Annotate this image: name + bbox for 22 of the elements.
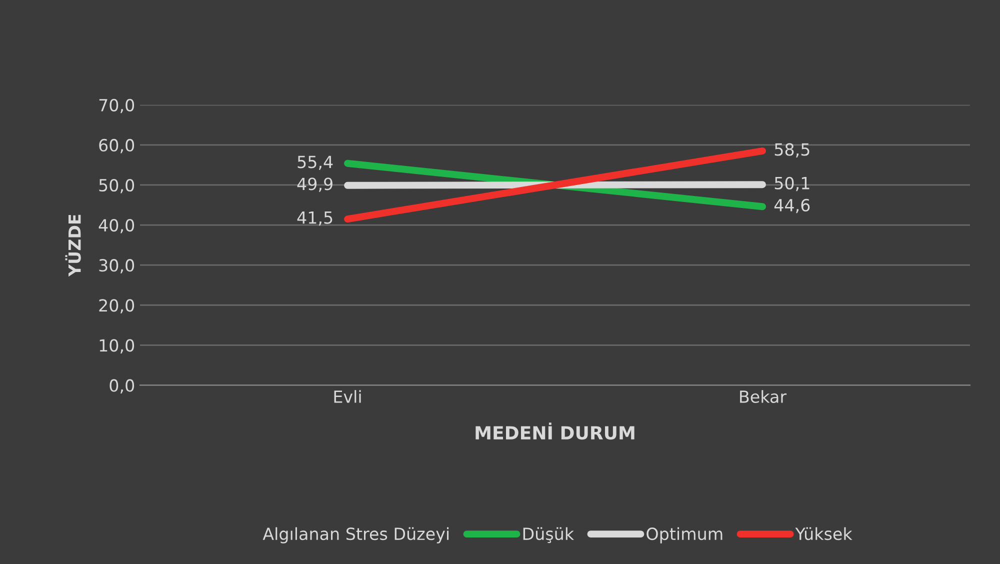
x-axis-title: MEDENİ DURUM bbox=[476, 422, 634, 440]
x-tick-label: Evli bbox=[334, 390, 361, 403]
y-tick-label: 70,0 bbox=[99, 98, 134, 114]
data-label: 50,1 bbox=[774, 176, 810, 192]
y-tick-label: 30,0 bbox=[99, 259, 134, 274]
legend-label: Yüksek bbox=[795, 527, 852, 540]
x-tick-label: Bekar bbox=[740, 390, 787, 403]
legend-label: Optimum bbox=[646, 527, 722, 544]
y-tick-label: 40,0 bbox=[98, 219, 134, 234]
y-tick-label: 60,0 bbox=[99, 138, 134, 154]
y-tick-label: 10,0 bbox=[100, 339, 134, 354]
y-tick-label: 20,0 bbox=[99, 299, 134, 314]
data-label: 49,9 bbox=[297, 178, 332, 192]
data-label: 44,6 bbox=[774, 198, 810, 214]
data-label: 55,4 bbox=[298, 156, 333, 170]
y-axis-title: YÜZDE bbox=[65, 214, 81, 277]
legend-title: Algılanan Stres Düzeyi bbox=[262, 527, 449, 544]
legend-label: Düşük bbox=[523, 527, 574, 544]
y-tick-label: 0,0 bbox=[110, 379, 134, 394]
data-label: 58,5 bbox=[774, 143, 810, 158]
y-tick-label: 50,0 bbox=[99, 178, 134, 194]
data-label: 41,5 bbox=[297, 211, 332, 226]
